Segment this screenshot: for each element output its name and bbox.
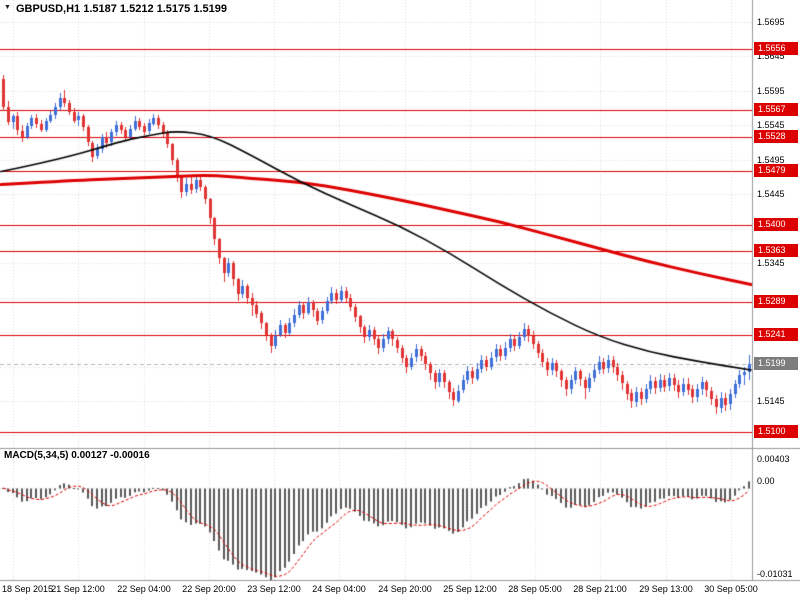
price-axis-label: 1.5345 [757, 258, 785, 269]
time-axis-label: 29 Sep 13:00 [639, 584, 693, 594]
macd-axis-zero-label: 0.00 [757, 475, 775, 486]
time-axis-label: 24 Sep 04:00 [312, 584, 366, 594]
symbol-quicknav-triangle-icon[interactable]: ▼ [4, 4, 11, 11]
price-level-badge: 1.5289 [754, 294, 798, 308]
price-axis-label: 1.5645 [757, 51, 785, 62]
price-level-badge: 1.5241 [754, 327, 798, 341]
chart-ohlc-title: GBPUSD,H1 1.5187 1.5212 1.5175 1.5199 [16, 3, 227, 15]
price-axis-label: 1.5595 [757, 85, 785, 96]
time-axis-label: 18 Sep 2015 [2, 584, 54, 594]
price-axis-label: 1.5145 [757, 395, 785, 406]
time-axis-label: 25 Sep 12:00 [443, 584, 497, 594]
time-axis-label: 24 Sep 20:00 [378, 584, 432, 594]
time-axis-label: 22 Sep 20:00 [182, 584, 236, 594]
price-level-badge: 1.5100 [754, 425, 798, 438]
macd-axis-min-label: -0.01031 [757, 569, 793, 579]
price-level-badge: 1.5479 [754, 163, 798, 177]
current-price-badge: 1.5199 [754, 356, 798, 370]
price-level-badge: 1.5528 [754, 130, 798, 144]
time-axis-label: 22 Sep 04:00 [117, 584, 171, 594]
time-axis-label: 28 Sep 21:00 [573, 584, 627, 594]
price-level-badge: 1.5400 [754, 218, 798, 232]
price-axis-label: 1.5445 [757, 189, 785, 200]
price-level-badge: 1.5567 [754, 103, 798, 117]
price-axis-label: 1.5495 [757, 154, 785, 165]
price-axis-label: 1.5545 [757, 120, 785, 131]
time-axis-label: 30 Sep 05:00 [704, 584, 758, 594]
time-axis-label: 28 Sep 05:00 [508, 584, 562, 594]
price-level-badge: 1.5363 [754, 243, 798, 257]
macd-axis-max-label: 0.00403 [757, 454, 790, 464]
price-level-badge: 1.5656 [754, 41, 798, 55]
time-axis-label: 21 Sep 12:00 [51, 584, 105, 594]
price-axis-label: 1.5695 [757, 17, 785, 27]
time-axis-label: 23 Sep 12:00 [247, 584, 301, 594]
macd-indicator-label: MACD(5,34,5) 0.00127 -0.00016 [4, 450, 150, 461]
